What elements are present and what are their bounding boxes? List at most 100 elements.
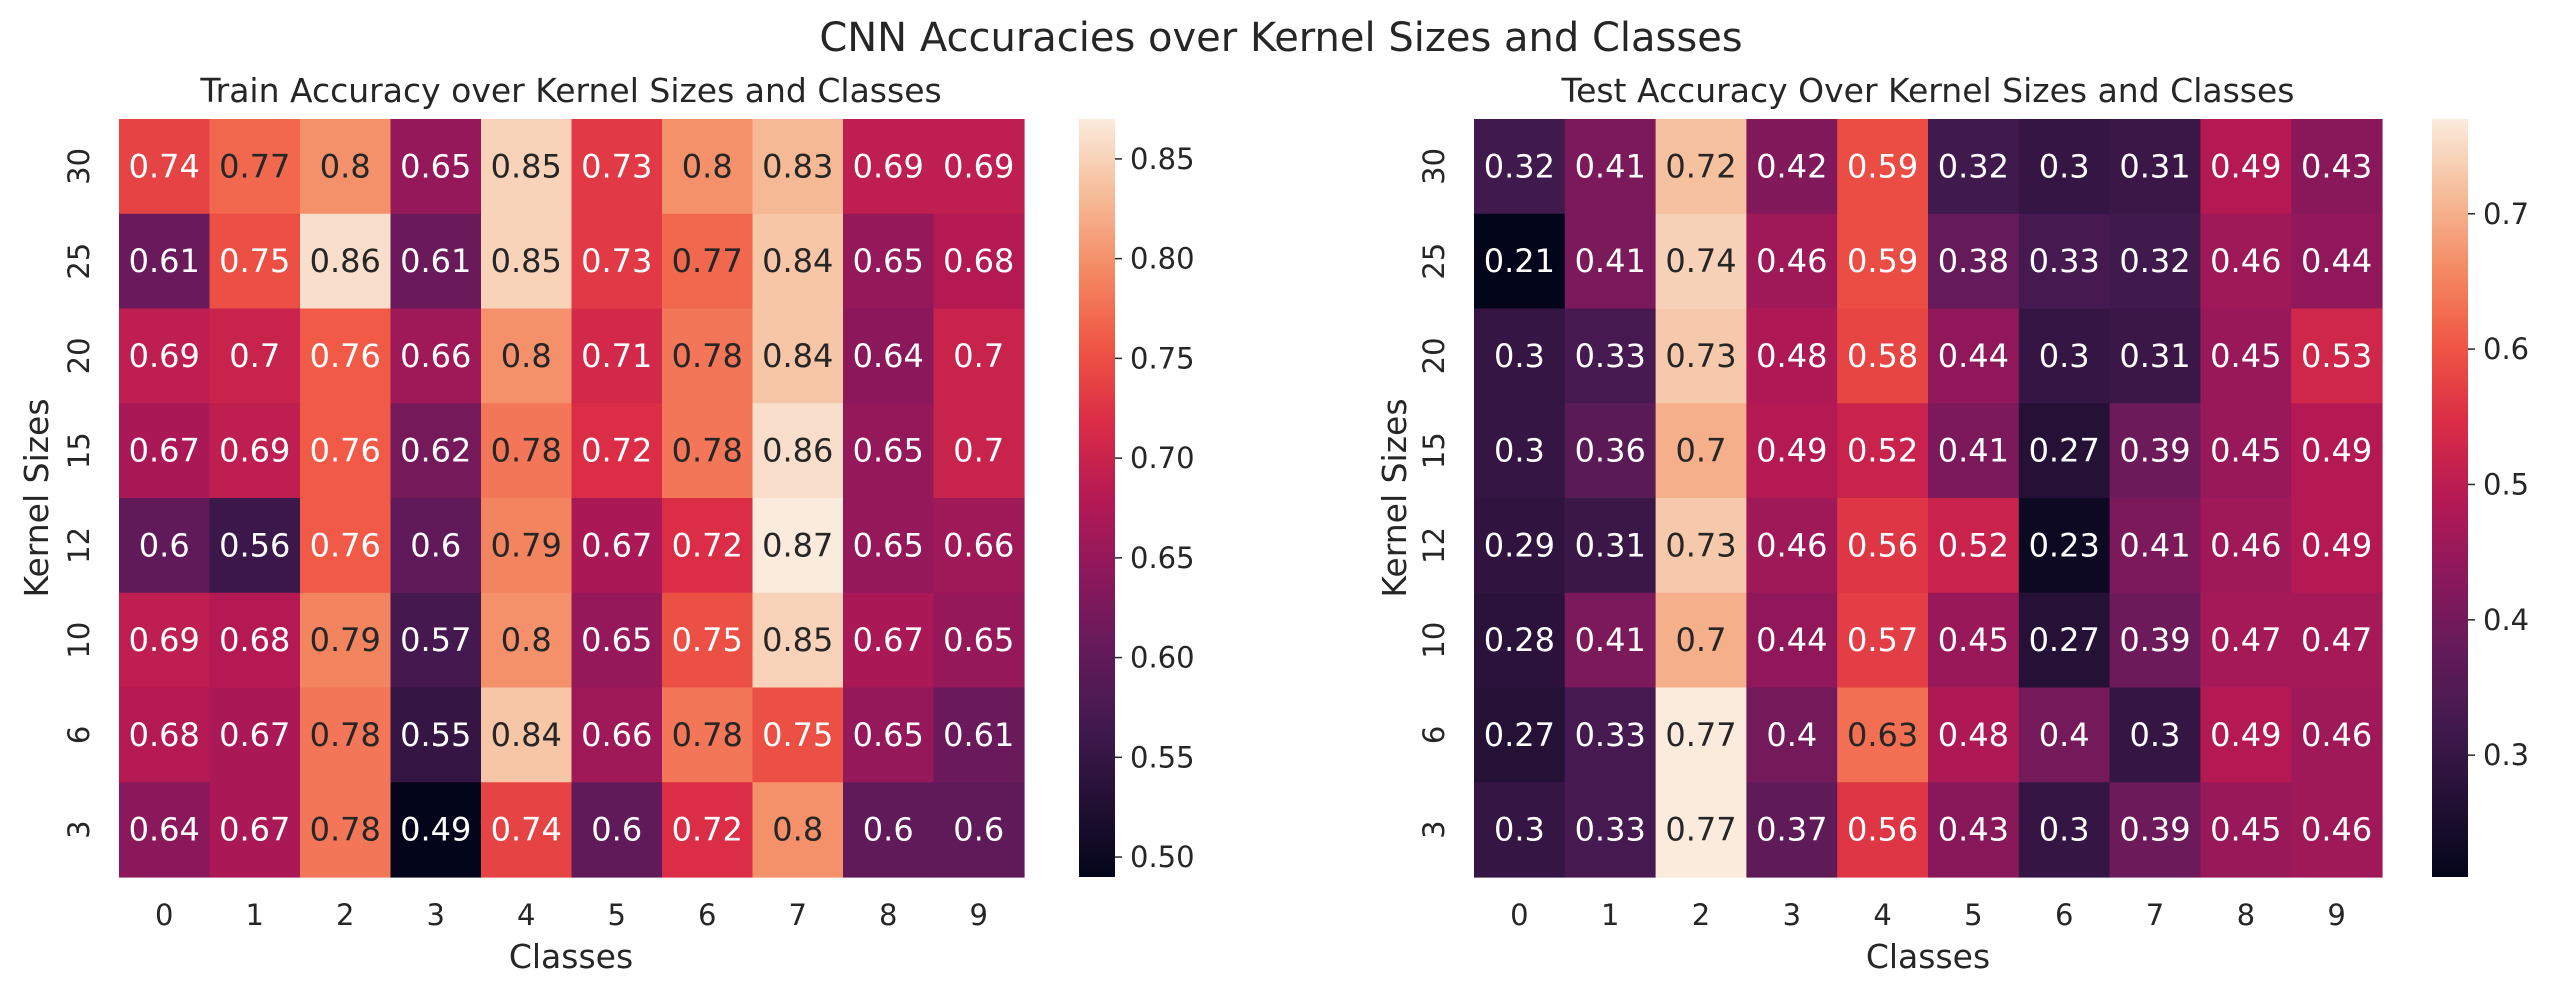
heatmap-cell — [752, 687, 844, 783]
x-tick-label: 4 — [517, 898, 535, 932]
heatmap-cell — [843, 592, 935, 689]
cell-value-label: 0.73 — [581, 242, 652, 280]
heatmap-cell — [209, 403, 301, 499]
cell-value-label: 0.65 — [581, 621, 652, 659]
cell-value-label: 0.83 — [762, 147, 833, 185]
cell-value-label: 0.56 — [1847, 811, 1918, 849]
cell-value-label: 0.48 — [1756, 337, 1827, 375]
colorbar-tick-label: 0.60 — [1130, 641, 1195, 675]
heatmap-cell — [481, 592, 573, 689]
heatmap-cell — [2200, 403, 2292, 499]
train-colorbar — [1079, 119, 1115, 877]
x-tick-label: 8 — [2237, 898, 2255, 932]
heatmap-cell — [481, 498, 573, 594]
heatmap-cell — [2291, 592, 2383, 689]
cell-value-label: 0.47 — [2301, 621, 2372, 659]
heatmap-cell — [390, 119, 482, 215]
cell-value-label: 0.7 — [1676, 621, 1727, 659]
cell-value-label: 0.53 — [2301, 337, 2372, 375]
heatmap-cell — [2291, 782, 2383, 878]
cell-value-label: 0.56 — [1847, 526, 1918, 564]
cell-value-label: 0.31 — [1575, 526, 1646, 564]
cell-value-label: 0.56 — [219, 526, 290, 564]
heatmap-cell — [481, 687, 573, 783]
x-tick-label: 1 — [1601, 898, 1619, 932]
heatmap-cell — [2291, 687, 2383, 783]
cell-value-label: 0.64 — [853, 337, 924, 375]
cell-value-label: 0.67 — [219, 716, 290, 754]
cell-value-label: 0.62 — [400, 432, 471, 470]
x-tick-label: 3 — [427, 898, 445, 932]
cell-value-label: 0.71 — [581, 337, 652, 375]
heatmap-cell — [1564, 119, 1657, 215]
cell-value-label: 0.85 — [491, 242, 562, 280]
cell-value-label: 0.27 — [2029, 621, 2100, 659]
cell-value-label: 0.46 — [2301, 716, 2372, 754]
cell-value-label: 0.65 — [400, 147, 471, 185]
heatmap-cell — [481, 403, 573, 499]
heatmap-cell — [1928, 403, 2020, 499]
cell-value-label: 0.3 — [1494, 811, 1545, 849]
colorbar-tick-label: 0.65 — [1130, 541, 1195, 575]
cell-value-label: 0.66 — [400, 337, 471, 375]
heatmap-cell — [390, 687, 482, 783]
heatmap-cell — [2200, 592, 2292, 689]
cell-value-label: 0.38 — [1938, 242, 2009, 280]
x-tick-label: 5 — [608, 898, 626, 932]
y-tick-label: 6 — [62, 726, 96, 744]
heatmap-cell — [933, 119, 1025, 215]
cell-value-label: 0.77 — [1665, 811, 1736, 849]
heatmap-cell — [1928, 592, 2020, 689]
cell-value-label: 0.74 — [491, 811, 562, 849]
cell-value-label: 0.39 — [2119, 811, 2190, 849]
heatmap-cell — [2109, 498, 2201, 594]
heatmap-cell — [390, 403, 482, 499]
heatmap-cell — [2018, 498, 2111, 594]
cell-value-label: 0.31 — [2119, 147, 2190, 185]
heatmap-cell — [1746, 308, 1838, 404]
colorbar-tick-label: 0.3 — [2483, 738, 2529, 772]
heatmap-cell — [2200, 687, 2292, 783]
heatmap-cell — [571, 592, 663, 689]
cell-value-label: 0.43 — [1938, 811, 2009, 849]
cell-value-label: 0.33 — [1575, 337, 1646, 375]
cell-value-label: 0.55 — [400, 716, 471, 754]
heatmap-cell — [1564, 687, 1657, 783]
cell-value-label: 0.41 — [1938, 432, 2009, 470]
cell-value-label: 0.74 — [1665, 242, 1736, 280]
heatmap-cell — [1474, 308, 1566, 404]
cell-value-label: 0.8 — [320, 147, 371, 185]
colorbar-tick-label: 0.5 — [2483, 467, 2529, 501]
cell-value-label: 0.86 — [310, 242, 381, 280]
cell-value-label: 0.49 — [2301, 526, 2372, 564]
heatmap-cell — [1928, 119, 2020, 215]
cell-value-label: 0.79 — [310, 621, 381, 659]
colorbar-tick-label: 0.85 — [1130, 142, 1195, 176]
cell-value-label: 0.69 — [943, 147, 1014, 185]
cell-value-label: 0.6 — [953, 811, 1004, 849]
cell-value-label: 0.67 — [853, 621, 924, 659]
cell-value-label: 0.49 — [400, 811, 471, 849]
heatmap-cell — [933, 498, 1025, 594]
cell-value-label: 0.75 — [219, 242, 290, 280]
heatmap-cell — [752, 308, 844, 404]
heatmap-cell — [300, 308, 392, 404]
cell-value-label: 0.69 — [129, 337, 200, 375]
cell-value-label: 0.72 — [672, 526, 743, 564]
heatmap-cell — [1837, 782, 1929, 878]
cell-value-label: 0.31 — [2119, 337, 2190, 375]
x-tick-label: 9 — [2327, 898, 2345, 932]
heatmap-cell — [843, 403, 935, 499]
test-x-axis-label: Classes — [1866, 937, 1990, 976]
cell-value-label: 0.33 — [1575, 716, 1646, 754]
heatmap-cell — [300, 119, 392, 215]
cell-value-label: 0.49 — [1756, 432, 1827, 470]
heatmap-cell — [571, 403, 663, 499]
heatmap-cell — [1655, 498, 1747, 594]
heatmap-cell — [1837, 403, 1929, 499]
heatmap-cell — [662, 119, 754, 215]
heatmap-cell — [843, 119, 935, 215]
heatmap-cell — [300, 403, 392, 499]
cell-value-label: 0.84 — [762, 337, 833, 375]
heatmap-cell — [300, 498, 392, 594]
